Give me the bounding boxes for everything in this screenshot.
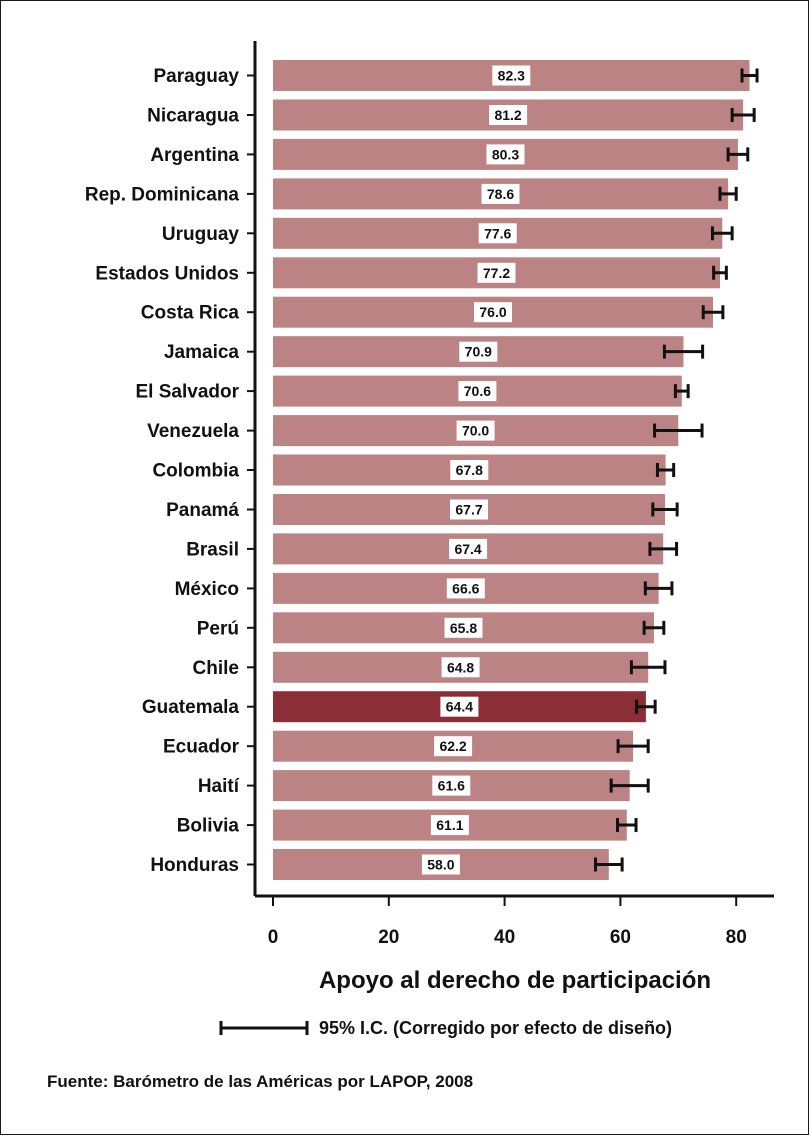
category-label-20: Honduras [150, 855, 239, 876]
category-label-10: Colombia [152, 461, 239, 482]
category-label-16: Guatemala [142, 697, 240, 718]
value-label-18: 61.6 [438, 778, 465, 794]
legend-label: 95% I.C. (Corregido por efecto de diseño… [319, 1018, 672, 1038]
x-tick-label-1: 20 [378, 927, 399, 948]
value-label-13: 66.6 [452, 580, 479, 596]
source-note: Fuente: Barómetro de las Américas por LA… [47, 1072, 473, 1091]
value-label-2: 80.3 [492, 146, 519, 162]
value-label-box-12 [449, 538, 488, 559]
value-label-box-6 [474, 302, 512, 323]
value-label-box-18 [432, 775, 471, 796]
value-label-11: 67.7 [455, 502, 482, 518]
x-tick-label-3: 60 [610, 927, 631, 948]
category-label-13: México [175, 579, 239, 600]
value-label-box-4 [478, 223, 517, 244]
category-label-17: Ecuador [163, 737, 240, 758]
value-label-box-19 [430, 815, 469, 836]
category-label-2: Argentina [150, 145, 239, 166]
value-label-19: 61.1 [436, 817, 463, 833]
value-label-3: 78.6 [487, 186, 514, 202]
value-label-box-10 [450, 460, 489, 480]
value-label-box-5 [477, 262, 516, 283]
value-label-20: 58.0 [427, 857, 454, 873]
category-label-3: Rep. Dominicana [85, 184, 240, 205]
value-label-12: 67.4 [454, 541, 481, 557]
value-label-5: 77.2 [483, 265, 510, 281]
category-label-4: Uruguay [162, 224, 240, 245]
value-label-17: 62.2 [439, 738, 466, 754]
value-label-6: 76.0 [479, 304, 506, 320]
value-label-16: 64.4 [446, 699, 473, 715]
value-label-1: 81.2 [494, 107, 521, 123]
value-label-box-16 [440, 696, 479, 717]
value-label-box-2 [486, 144, 525, 165]
value-label-box-15 [441, 657, 480, 678]
value-label-10: 67.8 [456, 462, 483, 478]
value-label-0: 82.3 [498, 68, 525, 84]
category-label-5: Estados Unidos [95, 263, 239, 284]
value-label-box-9 [456, 420, 495, 441]
x-tick-label-0: 0 [268, 927, 279, 948]
category-label-1: Nicaragua [147, 106, 239, 127]
value-label-box-14 [444, 617, 483, 638]
x-tick-label-4: 80 [726, 927, 747, 948]
value-label-15: 64.8 [447, 659, 474, 675]
category-label-15: Chile [193, 658, 239, 679]
category-label-6: Costa Rica [141, 303, 240, 324]
value-label-7: 70.9 [465, 344, 492, 360]
category-label-14: Perú [197, 618, 239, 639]
value-label-box-13 [446, 578, 485, 599]
category-label-18: Haití [198, 776, 240, 797]
category-label-9: Venezuela [147, 421, 239, 442]
x-axis-title: Apoyo al derecho de participación [319, 967, 711, 994]
value-label-8: 70.6 [464, 383, 491, 399]
value-label-box-11 [450, 499, 488, 520]
value-label-box-3 [481, 183, 520, 204]
value-label-14: 65.8 [450, 620, 477, 636]
category-label-19: Bolivia [177, 816, 240, 837]
value-label-box-1 [489, 105, 528, 125]
category-label-12: Brasil [186, 539, 239, 560]
value-label-box-8 [458, 381, 497, 402]
value-label-box-20 [421, 854, 460, 875]
value-label-4: 77.6 [484, 225, 511, 241]
x-tick-label-2: 40 [494, 927, 515, 948]
category-label-11: Panamá [166, 500, 239, 521]
category-label-0: Paraguay [153, 66, 239, 87]
category-label-7: Jamaica [164, 342, 239, 363]
value-label-9: 70.0 [462, 423, 489, 439]
value-label-box-7 [459, 341, 498, 362]
category-label-8: El Salvador [136, 382, 240, 403]
value-label-box-17 [434, 736, 473, 757]
value-label-box-0 [492, 65, 531, 86]
